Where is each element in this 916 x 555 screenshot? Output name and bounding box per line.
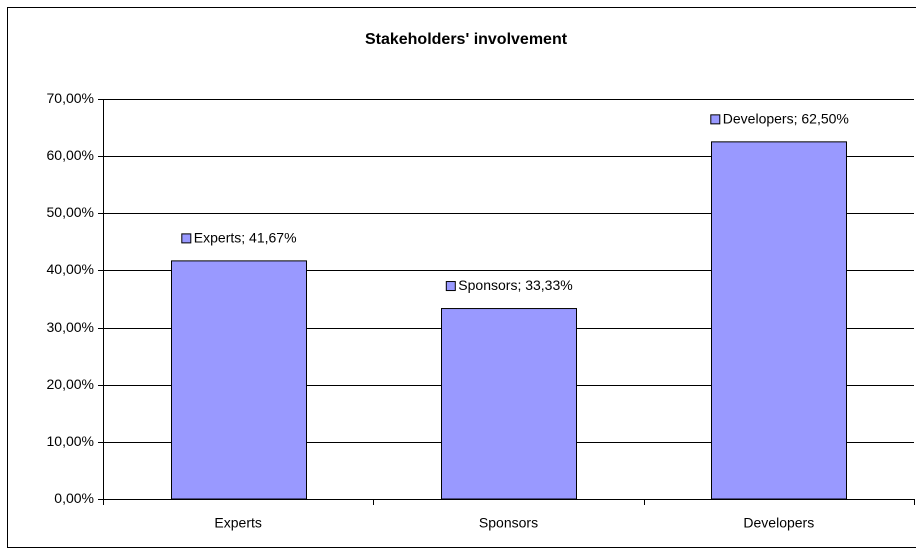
data-label-text: Sponsors; 33,33% [458, 277, 572, 293]
chart-title: Stakeholders' involvement [365, 31, 568, 48]
y-tick-label: 10,00% [47, 433, 94, 449]
bar [171, 260, 307, 500]
data-label-text: Developers; 62,50% [723, 111, 849, 127]
y-tick-label: 40,00% [47, 261, 94, 277]
data-label-text: Experts; 41,67% [194, 230, 297, 246]
bar [711, 141, 847, 500]
data-label: Experts; 41,67% [181, 230, 297, 246]
x-tick-label: Sponsors [479, 515, 538, 531]
x-tick-label: Experts [214, 515, 261, 531]
y-tick-label: 0,00% [54, 490, 94, 506]
data-label: Sponsors; 33,33% [445, 277, 573, 293]
y-tick-label: 20,00% [47, 376, 94, 392]
y-tick-label: 30,00% [47, 319, 94, 335]
data-label-key [181, 233, 192, 244]
x-tick-label: Developers [743, 515, 814, 531]
data-label-key [710, 114, 721, 125]
y-tick-label: 60,00% [47, 147, 94, 163]
data-label-key [445, 281, 456, 292]
y-tick-label: 50,00% [47, 204, 94, 220]
data-label: Developers; 62,50% [710, 111, 849, 127]
bar [441, 308, 577, 500]
y-tick-label: 70,00% [47, 90, 94, 106]
